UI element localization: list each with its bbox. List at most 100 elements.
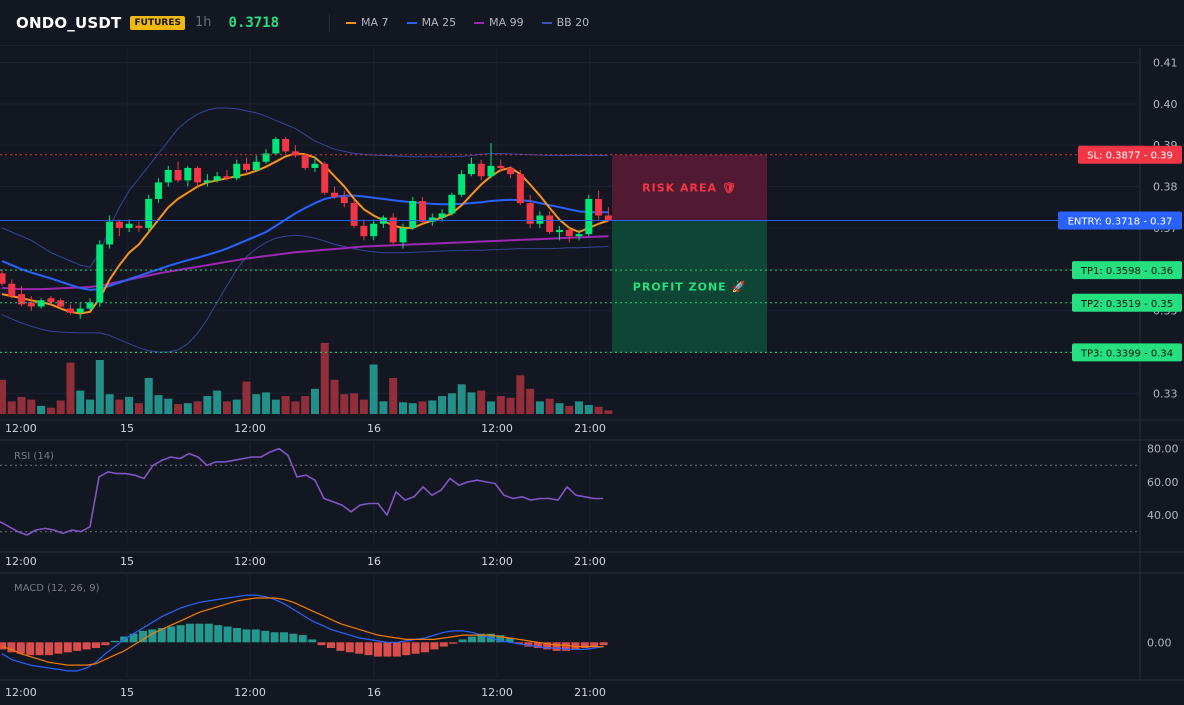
macd-panel[interactable] [0, 594, 608, 672]
candle-body[interactable] [57, 300, 65, 307]
volume-bar [203, 396, 212, 414]
candle-body[interactable] [76, 308, 84, 313]
candle-body[interactable] [233, 163, 241, 179]
candle-body[interactable] [106, 221, 114, 245]
candle-body[interactable] [262, 153, 270, 162]
candle-body[interactable] [18, 294, 26, 305]
macd-time-label: 16 [367, 686, 381, 699]
candle-body[interactable] [86, 302, 94, 309]
candle-body[interactable] [47, 298, 55, 303]
candle-body[interactable] [0, 273, 6, 284]
sl-level-tag[interactable] [1078, 145, 1182, 164]
candle-body[interactable] [360, 225, 368, 237]
legend-ma99[interactable]: MA 99 [474, 16, 524, 29]
candle-body[interactable] [575, 234, 583, 237]
candle-body[interactable] [507, 167, 515, 175]
candle-body[interactable] [389, 217, 397, 243]
candle-body[interactable] [497, 165, 505, 168]
candle-body[interactable] [96, 244, 104, 303]
rsi-time-label: 15 [120, 555, 134, 568]
candle-body[interactable] [419, 201, 427, 222]
candle-body[interactable] [399, 227, 407, 243]
last-price: 0.3718 [228, 14, 280, 31]
candle-body[interactable] [585, 198, 593, 235]
macd-histogram-bar [439, 642, 448, 647]
price-tick-label: 0.41 [1153, 56, 1178, 69]
candle-body[interactable] [370, 223, 378, 237]
rsi-panel[interactable] [0, 447, 1140, 536]
candle-body[interactable] [125, 223, 133, 228]
tp1-level-tag[interactable] [1072, 261, 1182, 280]
candle-body[interactable] [145, 198, 153, 228]
candle-body[interactable] [340, 196, 348, 204]
price-time-label: 15 [120, 422, 134, 435]
candle-body[interactable] [27, 302, 35, 307]
candle-body[interactable] [115, 221, 123, 228]
candle-body[interactable] [487, 165, 495, 177]
candle-body[interactable] [565, 229, 573, 237]
candle-body[interactable] [154, 182, 162, 199]
candle-body[interactable] [409, 201, 417, 228]
candle-body[interactable] [448, 194, 456, 214]
volume-bar [232, 399, 241, 414]
volume-bar [134, 403, 143, 414]
candle-body[interactable] [477, 163, 485, 177]
candle-body[interactable] [555, 229, 563, 233]
candle-body[interactable] [164, 170, 172, 183]
candle-body[interactable] [311, 163, 319, 168]
candle-body[interactable] [438, 213, 446, 218]
candle-body[interactable] [135, 225, 143, 228]
candle-body[interactable] [536, 215, 544, 224]
candle-body[interactable] [331, 192, 339, 197]
timeframe-label[interactable]: 1h [194, 15, 212, 30]
price-panel[interactable]: RISK AREA 🛡 PROFIT ZONE 🚀 [0, 107, 1140, 414]
candle-body[interactable] [243, 163, 250, 170]
volume-bar [555, 403, 564, 414]
candle-body[interactable] [252, 161, 260, 170]
legend-label-ma25: MA 25 [421, 16, 457, 29]
candle-body[interactable] [8, 283, 16, 297]
macd-histogram-bar [533, 642, 542, 648]
legend-bb20[interactable]: BB 20 [541, 16, 589, 29]
macd-histogram-bar [524, 642, 533, 647]
candle-body[interactable] [516, 174, 524, 204]
candle-body[interactable] [458, 174, 466, 195]
candle-body[interactable] [282, 138, 290, 152]
volume-bar [428, 400, 437, 414]
macd-time-label: 15 [120, 686, 134, 699]
rsi-line [0, 447, 603, 536]
candle-body[interactable] [272, 138, 280, 154]
volume-bar [66, 362, 75, 414]
candle-body[interactable] [321, 163, 329, 193]
candle-body[interactable] [213, 176, 221, 181]
candle-body[interactable] [194, 167, 202, 183]
candle-body[interactable] [467, 163, 475, 175]
candle-body[interactable] [223, 176, 231, 179]
volume-bar [193, 401, 202, 414]
candle-body[interactable] [301, 155, 309, 168]
candle-body[interactable] [203, 180, 211, 183]
candle-body[interactable] [66, 308, 74, 313]
candle-body[interactable] [595, 198, 603, 216]
candle-body[interactable] [604, 215, 612, 221]
candle-body[interactable] [174, 170, 182, 181]
macd-histogram-bar [0, 642, 6, 650]
macd-histogram-bar [139, 630, 147, 643]
candle-body[interactable] [428, 217, 436, 222]
candle-body[interactable] [546, 215, 554, 233]
candle-body[interactable] [37, 300, 45, 307]
symbol-name[interactable]: ONDO_USDT [16, 13, 122, 32]
legend-ma7[interactable]: MA 7 [346, 16, 389, 29]
bb-lower-line [1, 234, 609, 353]
candle-body[interactable] [526, 203, 534, 224]
tp3-level-tag[interactable] [1072, 343, 1182, 362]
volume-bar [213, 390, 222, 414]
candle-body[interactable] [350, 203, 358, 226]
candle-body[interactable] [184, 167, 192, 181]
tp2-level-tag[interactable] [1072, 293, 1182, 312]
volume-bar [183, 403, 192, 414]
entry-level-tag[interactable] [1058, 211, 1182, 230]
legend-ma25[interactable]: MA 25 [406, 16, 457, 29]
candle-body[interactable] [291, 151, 299, 156]
